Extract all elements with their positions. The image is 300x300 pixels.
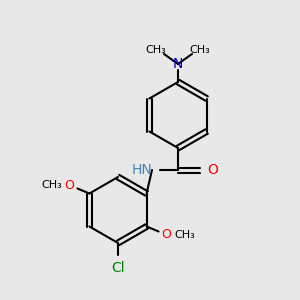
Text: O: O <box>162 228 172 241</box>
Text: CH₃: CH₃ <box>190 45 210 55</box>
Text: O: O <box>207 163 218 177</box>
Text: Cl: Cl <box>111 261 125 275</box>
Text: CH₃: CH₃ <box>146 45 167 55</box>
Text: CH₃: CH₃ <box>41 181 62 190</box>
Text: N: N <box>173 57 183 71</box>
Text: CH₃: CH₃ <box>174 230 195 239</box>
Text: HN: HN <box>131 163 152 177</box>
Text: O: O <box>64 179 74 192</box>
